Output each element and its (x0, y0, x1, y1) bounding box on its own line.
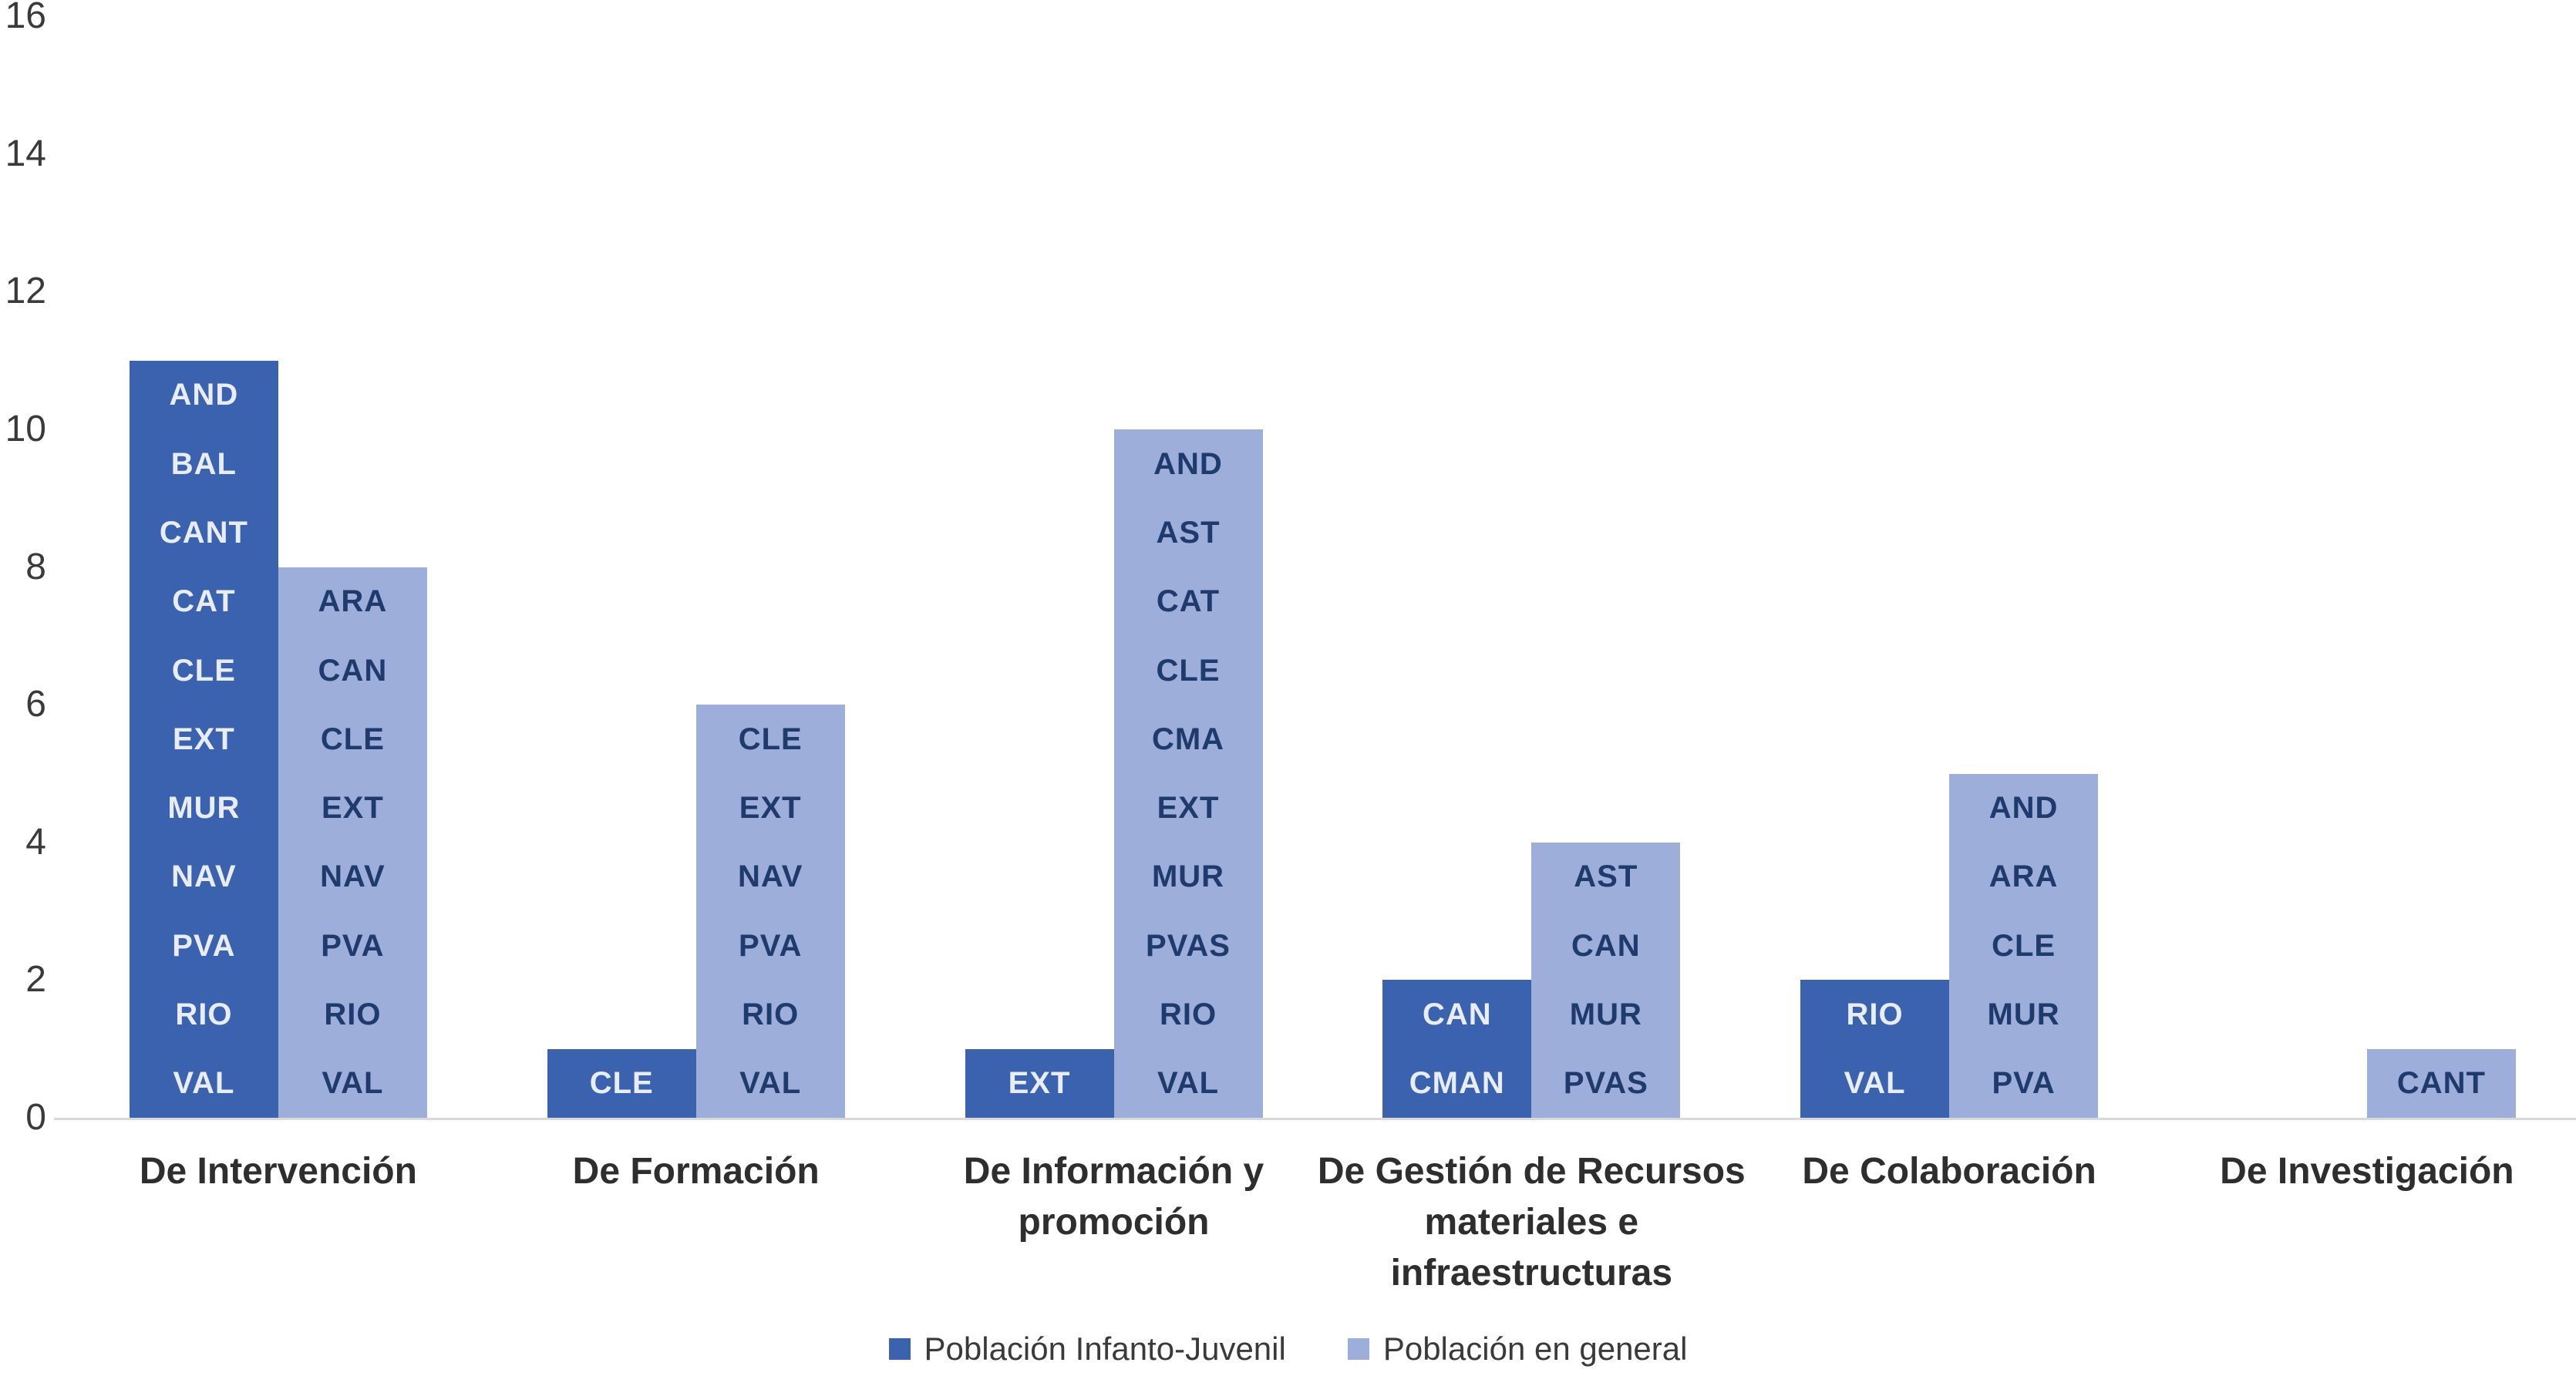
bar-label: MUR (167, 791, 241, 826)
bar-light-group-3: AND AST CAT CLE CMA EXT MUR PVAS RIO VAL (1113, 429, 1263, 1118)
y-axis-tick-label: 2 (25, 959, 46, 1001)
bar-label: VAL (322, 1066, 384, 1101)
bar-label: RIO (175, 998, 233, 1031)
bar-label: NAV (737, 860, 803, 894)
category-label: De Intervención (139, 1151, 417, 1192)
bar-light-group-1: ARA CAN CLE EXT NAV PVA RIO VAL (278, 567, 427, 1118)
legend-swatch-icon (888, 1338, 911, 1360)
bar-label: VAL (739, 1066, 802, 1101)
legend-swatch-icon (1347, 1338, 1369, 1360)
y-axis-tick-label: 6 (25, 684, 46, 725)
bar-light-group-2: CLE EXT NAV PVA RIO VAL (695, 705, 845, 1118)
bar-label: CLE (1992, 928, 2056, 963)
bar-label: ARA (1988, 860, 2059, 894)
y-axis-tick-label: 0 (25, 1097, 46, 1138)
category-label: De Formación (572, 1151, 820, 1192)
legend-item-2: Población en general (1347, 1331, 1688, 1368)
bar-label: PVAS (1563, 1066, 1648, 1101)
bar-label: PVA (739, 928, 803, 963)
bar-label: EXT (739, 791, 802, 826)
bar-label: PVA (321, 928, 385, 963)
legend-label: Población en general (1382, 1331, 1688, 1367)
bar-label: NAV (171, 860, 237, 894)
bar-label: NAV (320, 860, 386, 894)
bar-label: CAN (318, 653, 388, 688)
bar-label: CANT (159, 515, 248, 550)
bar-light-group-6: CANT (2366, 1048, 2516, 1118)
bar-label: CLE (171, 653, 236, 688)
bar-label: CANT (2396, 1066, 2486, 1101)
category-label: De Gestión de Recursos materiales e infrae… (1317, 1151, 1746, 1294)
y-axis-tick-label: 8 (25, 546, 46, 587)
bar-label: AND (1153, 446, 1223, 481)
bar-label: CAN (1422, 998, 1492, 1032)
y-axis-tick-label: 16 (5, 0, 46, 37)
bar-dark-group-4: CAN CMAN (1382, 980, 1532, 1118)
category-label: De Colaboración (1802, 1151, 2096, 1192)
bar-label: RIO (324, 998, 382, 1032)
bar-dark-group-3: EXT (965, 1048, 1114, 1118)
bar-label: VAL (1157, 1066, 1220, 1101)
bar-label: CLE (1156, 653, 1221, 688)
bar-label: AST (1156, 515, 1221, 550)
bar-label: EXT (1008, 1066, 1071, 1101)
bar-label: BAL (170, 446, 237, 481)
bar-label: CAT (1156, 584, 1221, 619)
y-axis-tick-label: 14 (5, 133, 46, 174)
bar-label: PVAS (1146, 928, 1231, 963)
bar-label: AST (1574, 860, 1638, 894)
legend: Población Infanto-Juvenil Población en ge… (0, 1331, 2576, 1368)
bar-label: EXT (1157, 791, 1220, 826)
bar-dark-group-1: AND BAL CANT CAT CLE EXT MUR NAV PVA RIO VAL (129, 360, 278, 1118)
bar-label: MUR (1569, 998, 1642, 1032)
bar-label: AND (169, 378, 239, 412)
legend-item-1: Población Infanto-Juvenil (888, 1331, 1286, 1368)
legend-label: Población Infanto-Juvenil (924, 1331, 1286, 1367)
bar-label: EXT (321, 791, 384, 826)
bar-dark-group-2: CLE (547, 1048, 696, 1118)
category-label: De Investigación (2220, 1151, 2514, 1192)
bar-label: RIO (1846, 998, 1904, 1032)
bar-label: AND (1988, 791, 2059, 826)
bar-label: CMA (1151, 722, 1225, 756)
bar-label: EXT (172, 722, 235, 756)
bar-label: CAT (172, 584, 236, 619)
bar-label: RIO (742, 998, 800, 1032)
bar-dark-group-5: RIO VAL (1800, 980, 1950, 1118)
bar-light-group-5: AND ARA CLE MUR PVA (1949, 773, 2099, 1118)
bar-label: PVA (1992, 1066, 2056, 1101)
category-label: De Información y promoción (963, 1151, 1264, 1243)
bar-label: MUR (1987, 998, 2060, 1032)
bar-label: VAL (173, 1066, 235, 1101)
bar-label: CLE (320, 722, 385, 756)
bar-label: ARA (318, 584, 388, 619)
y-axis-tick-label: 12 (5, 271, 46, 312)
bar-light-group-4: AST CAN MUR PVAS (1531, 842, 1681, 1118)
bar-label: PVA (172, 928, 236, 963)
y-axis-tick-label: 4 (25, 821, 46, 863)
bar-label: CLE (738, 722, 803, 756)
bar-label: MUR (1151, 860, 1225, 894)
y-axis-tick-label: 10 (5, 409, 46, 449)
bar-label: RIO (1159, 998, 1217, 1032)
bar-label: CAN (1571, 928, 1641, 963)
bar-label: CMAN (1409, 1066, 1505, 1101)
bar-label: CLE (589, 1066, 654, 1101)
x-axis-line (54, 1118, 2576, 1120)
bar-label: VAL (1844, 1066, 1906, 1101)
